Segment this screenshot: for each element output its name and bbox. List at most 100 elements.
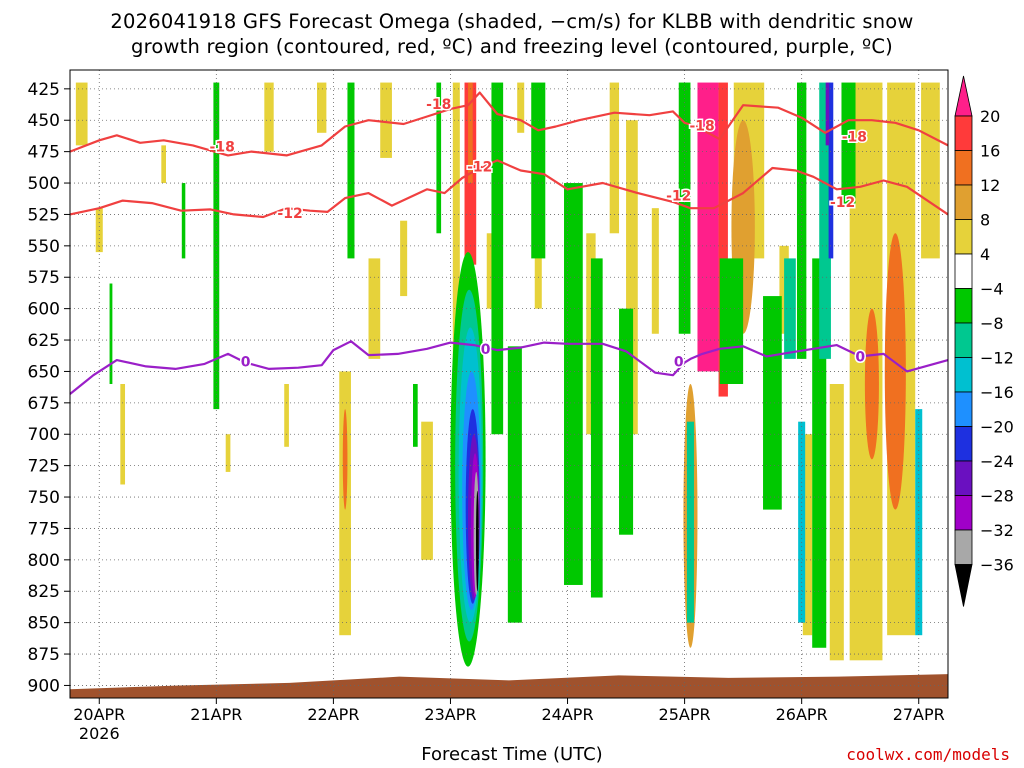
contour-label: -18 (426, 97, 451, 113)
omega-positive-shade (342, 409, 348, 510)
x-tick-label: 24APR (541, 705, 593, 724)
contour-line (69, 159, 949, 219)
colorbar-arrow-top (954, 75, 973, 117)
omega-positive-shade (864, 308, 879, 460)
y-tick-label: 625 (28, 331, 60, 351)
x-axis: 20APR 21APR 22APR 23APR 24APR 25APR 26APR 27APR… (73, 698, 945, 743)
colorbar-bin (954, 495, 973, 531)
contour-label: -12 (467, 160, 492, 176)
colorbar-bin (954, 150, 973, 186)
y-tick-label: 850 (28, 614, 60, 634)
omega-positive-shade (829, 384, 844, 661)
colorbar-bin (954, 184, 973, 220)
x-tick-label: 20APR (73, 705, 125, 724)
colorbar-label: 8 (980, 211, 990, 230)
omega-negative-shade (507, 346, 522, 623)
x-axis-label: Forecast Time (UTC) (421, 744, 603, 765)
contour-label: -12 (277, 206, 302, 222)
omega-negative-shade (686, 421, 694, 623)
omega-negative-shade (825, 82, 830, 146)
y-tick-label: 650 (28, 362, 60, 382)
contour-label: 0 (481, 342, 491, 358)
omega-negative-shade (784, 258, 796, 359)
omega-positive-shade (718, 82, 728, 397)
colorbar-label: 4 (980, 245, 990, 264)
grid-layer (70, 70, 948, 698)
y-tick-label: 825 (28, 582, 60, 602)
omega-negative-shade (678, 82, 691, 334)
shading-layer (75, 82, 940, 667)
colorbar-label: −8 (980, 314, 1004, 333)
colorbar-label: −24 (980, 452, 1014, 471)
colorbar-bin (954, 288, 973, 324)
y-tick-label: 450 (28, 111, 60, 131)
colorbar-bin (954, 219, 973, 255)
omega-negative-shade (436, 82, 442, 234)
terrain-layer (70, 674, 948, 698)
omega-positive-shade (161, 145, 166, 184)
omega-negative-shade (841, 82, 856, 209)
omega-negative-shade (619, 308, 634, 535)
colorbar-label: −36 (980, 556, 1014, 575)
terrain-fill (70, 674, 948, 698)
omega-positive-shade (75, 82, 88, 146)
omega-negative-shade (819, 82, 831, 359)
colorbar-bin (954, 115, 973, 151)
colorbar-label: 20 (980, 107, 1000, 126)
omega-positive-shade (317, 82, 327, 133)
contour-label: -18 (842, 130, 867, 146)
omega-negative-shade (213, 82, 220, 410)
credit-link[interactable]: coolwx.com/models (846, 745, 1010, 764)
omega-negative-shade (413, 384, 418, 447)
omega-positive-shade (884, 233, 906, 510)
omega-positive-shade (284, 384, 289, 447)
y-tick-label: 750 (28, 488, 60, 508)
y-tick-label: 575 (28, 268, 60, 288)
colorbar-label: −16 (980, 383, 1014, 402)
y-axis: 425 450 475 500 525 550 575 600 625 650 675 700 725 7… (28, 80, 70, 696)
y-tick-label: 725 (28, 457, 60, 477)
x-tick-label: 27APR (893, 705, 945, 724)
x-tick-label: 23APR (424, 705, 476, 724)
omega-negative-shade (347, 82, 355, 259)
x-tick-year-label: 2026 (79, 724, 120, 743)
contour-line (69, 91, 949, 157)
contour-label: -12 (830, 195, 855, 211)
colorbar-label: −4 (980, 280, 1004, 299)
contour-label: 0 (241, 354, 251, 370)
colorbar-bin (954, 460, 973, 496)
y-tick-label: 900 (28, 676, 60, 696)
colorbar-bin (954, 426, 973, 462)
omega-core (475, 490, 479, 592)
colorbar-label: −20 (980, 418, 1014, 437)
y-tick-label: 775 (28, 519, 60, 539)
chart-title-line-1: 2026041918 GFS Forecast Omega (shaded, −… (110, 10, 914, 33)
y-tick-label: 500 (28, 174, 60, 194)
colorbar-bin (954, 357, 973, 393)
omega-positive-shade (651, 208, 659, 334)
y-tick-label: 700 (28, 425, 60, 445)
contour-label: -12 (666, 189, 691, 205)
y-tick-label: 600 (28, 300, 60, 320)
omega-positive-shade (609, 82, 620, 234)
omega-positive-shade (921, 82, 940, 259)
colorbar-label: 16 (980, 142, 1000, 161)
omega-positive-shade (802, 434, 813, 636)
x-tick-label: 21APR (190, 705, 242, 724)
omega-negative-shade (828, 82, 834, 259)
omega-positive-shade (421, 421, 433, 560)
colorbar-label: −32 (980, 521, 1014, 540)
omega-negative-shade (796, 82, 807, 359)
colorbar-bin (954, 322, 973, 358)
contour-label: 0 (855, 349, 865, 365)
y-tick-label: 675 (28, 394, 60, 414)
contour-label: -18 (690, 118, 715, 134)
omega-positive-shade (626, 120, 638, 435)
omega-negative-shade (719, 258, 744, 384)
omega-positive-shade (468, 82, 473, 184)
plot-frame (69, 69, 949, 699)
omega-positive-shade (400, 220, 408, 297)
colorbar-bin (954, 391, 973, 427)
colorbar-arrow-bottom (954, 564, 973, 607)
